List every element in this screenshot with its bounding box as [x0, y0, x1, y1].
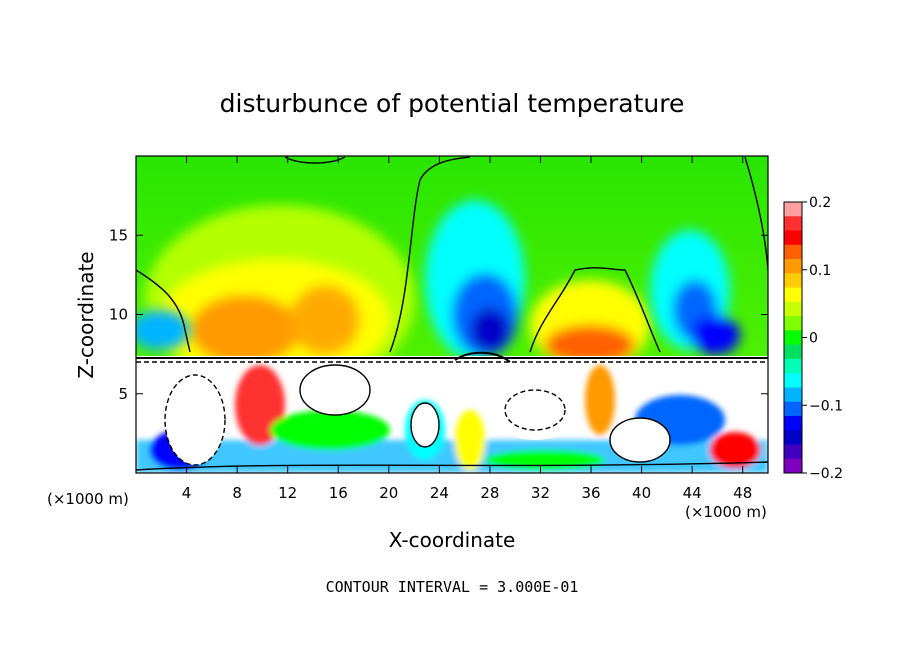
- x-tick-label: 12: [278, 484, 297, 502]
- x-axis: 4 8 12 16 20 24 28 32 36 40 44 48: [182, 156, 752, 502]
- x-tick-label: 16: [329, 484, 348, 502]
- x-tick-label: 40: [632, 484, 651, 502]
- colorbar-swatch: [784, 430, 802, 445]
- x-unit-right: (×1000 m): [685, 503, 767, 521]
- x-axis-label: X-coordinate: [389, 528, 516, 552]
- y-tick-label: 15: [109, 226, 128, 244]
- y-tick-label: 10: [109, 306, 128, 324]
- colorbar-tick-label: −0.2: [809, 466, 843, 482]
- contour-interval-note: CONTOUR INTERVAL = 3.000E-01: [326, 578, 579, 596]
- colorbar-swatch: [784, 444, 802, 460]
- x-tick-label: 32: [531, 484, 550, 502]
- colorbar-swatch: [784, 387, 802, 403]
- colorbar-tick-label: 0.2: [809, 195, 831, 211]
- x-tick-label: 28: [480, 484, 499, 502]
- plot-field: [136, 156, 768, 473]
- colorbar-swatch: [784, 330, 802, 346]
- colorbar-swatch: [784, 401, 802, 417]
- chart-title: disturbunce of potential temperature: [220, 89, 685, 118]
- colorbar-swatch: [784, 458, 802, 474]
- colorbar-swatch: [784, 230, 802, 246]
- colorbar-tick-label: −0.1: [809, 398, 843, 414]
- colorbar-swatch: [784, 415, 802, 431]
- colorbar-swatch: [784, 259, 802, 274]
- colorbar-swatch: [784, 344, 802, 360]
- warm-anomaly-mid: [530, 280, 650, 370]
- x-tick-label: 8: [232, 484, 242, 502]
- x-tick-label: 48: [733, 484, 752, 502]
- cold-anomaly-right: [136, 230, 740, 355]
- y-axis: 5 10 15: [109, 226, 768, 403]
- x-unit-left: (×1000 m): [47, 490, 129, 508]
- colorbar-swatch: [784, 301, 802, 317]
- colorbar-swatch: [784, 216, 802, 232]
- y-tick-label: 5: [118, 385, 128, 403]
- colorbar-swatch: [784, 373, 802, 388]
- colorbar-swatch: [784, 244, 802, 260]
- lower-layer-white-cells: [165, 365, 670, 465]
- colorbar-tick-label: 0.1: [809, 263, 831, 279]
- x-tick-label: 4: [182, 484, 192, 502]
- x-tick-label: 24: [430, 484, 449, 502]
- x-tick-label: 36: [581, 484, 600, 502]
- x-tick-label: 20: [379, 484, 398, 502]
- colorbar-swatch: [784, 287, 802, 303]
- contour-lines: [136, 156, 768, 471]
- colorbar: 0.2 0.1 0 −0.1 −0.2: [783, 195, 843, 482]
- warm-anomaly-left: [145, 205, 415, 395]
- cold-anomaly-mid: [425, 200, 525, 360]
- colorbar-swatch: [784, 202, 802, 217]
- y-axis-label: Z-coordinate: [74, 251, 98, 378]
- colorbar-swatch: [784, 273, 802, 289]
- colorbar-swatch: [784, 316, 802, 331]
- colorbar-tick-label: 0: [809, 331, 818, 347]
- x-tick-label: 44: [683, 484, 702, 502]
- colorbar-swatch: [784, 358, 802, 374]
